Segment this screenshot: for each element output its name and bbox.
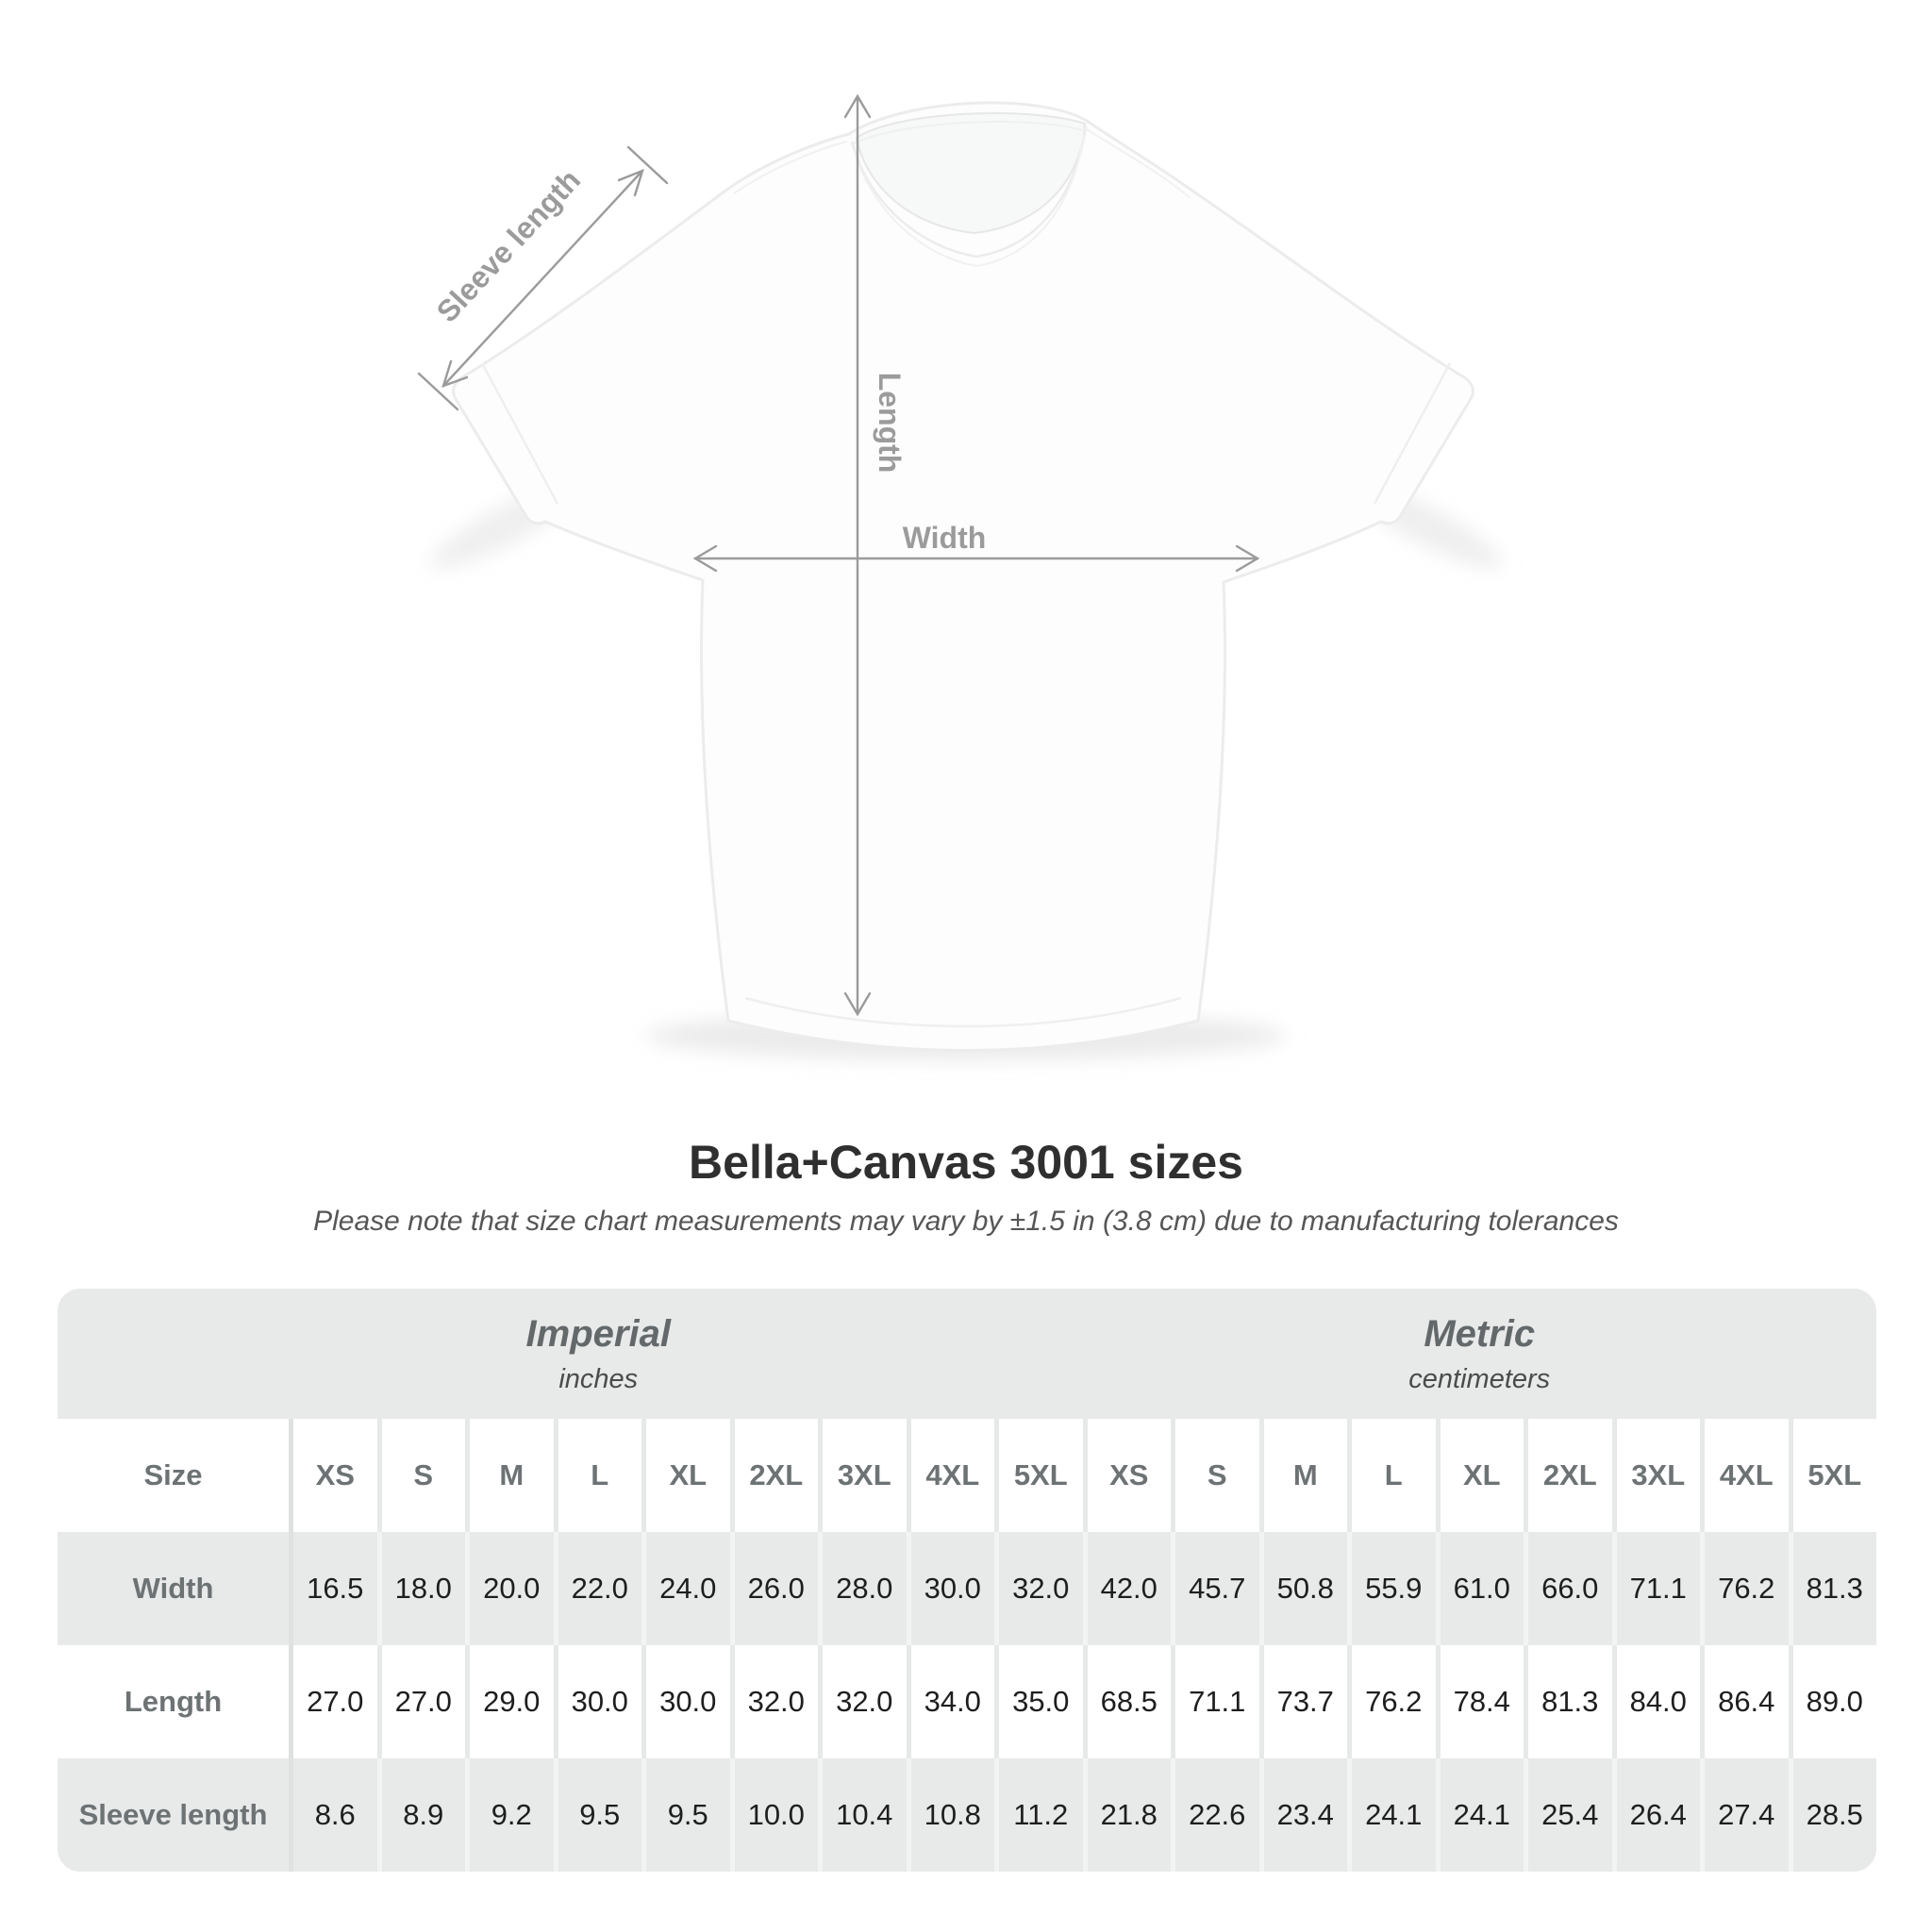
cell-width-metric-3xl: 71.1 — [1611, 1532, 1700, 1645]
cell-length-metric-2xl: 81.3 — [1524, 1645, 1612, 1758]
cell-width-imperial-xs: 16.5 — [289, 1532, 377, 1645]
cell-width-imperial-2xl: 26.0 — [729, 1532, 818, 1645]
cell-width-imperial-xl: 24.0 — [641, 1532, 730, 1645]
unit-group-metric-name: Metric — [1424, 1312, 1536, 1355]
column-header-imperial-xl: XL — [641, 1419, 730, 1532]
cell-length-imperial-l: 30.0 — [553, 1645, 642, 1758]
cell-sleeve-length-metric-3xl: 26.4 — [1611, 1758, 1700, 1872]
cell-length-imperial-3xl: 32.0 — [818, 1645, 907, 1758]
column-header-metric-l: L — [1347, 1419, 1436, 1532]
cell-sleeve-length-metric-m: 23.4 — [1258, 1758, 1347, 1872]
row-label-sleeve-length: Sleeve length — [58, 1758, 289, 1872]
column-header-metric-m: M — [1258, 1419, 1348, 1532]
cell-width-metric-xs: 42.0 — [1082, 1532, 1171, 1645]
column-header-metric-3xl: 3XL — [1611, 1419, 1701, 1532]
size-table: Imperial inches Metric centimeters Size X… — [58, 1289, 1876, 1872]
cell-width-metric-5xl: 81.3 — [1788, 1532, 1876, 1645]
column-header-imperial-3xl: 3XL — [818, 1419, 907, 1532]
column-header-imperial-m: M — [465, 1419, 554, 1532]
cell-width-imperial-s: 18.0 — [376, 1532, 465, 1645]
unit-group-imperial-name: Imperial — [525, 1312, 671, 1355]
column-header-imperial-s: S — [376, 1419, 466, 1532]
row-label-length: Length — [124, 1685, 223, 1718]
cell-sleeve-length-imperial-2xl: 10.0 — [729, 1758, 818, 1872]
cell-length-metric-xl: 78.4 — [1435, 1645, 1524, 1758]
sleeve-length-label: Sleeve length — [430, 163, 588, 329]
unit-group-imperial-unit: inches — [558, 1363, 639, 1394]
cell-length-imperial-s: 27.0 — [376, 1645, 466, 1758]
cell-sleeve-length-imperial-5xl: 11.2 — [994, 1758, 1083, 1872]
cell-sleeve-length-imperial-xl: 9.5 — [641, 1758, 730, 1872]
cell-sleeve-length-imperial-4xl: 10.8 — [906, 1758, 994, 1872]
cell-sleeve-length-metric-4xl: 27.4 — [1700, 1758, 1789, 1872]
column-header-metric-5xl: 5XL — [1788, 1419, 1877, 1532]
cell-length-imperial-2xl: 32.0 — [729, 1645, 819, 1758]
cell-sleeve-length-imperial-s: 8.9 — [376, 1758, 465, 1872]
size-table-grid: Imperial inches Metric centimeters Size X… — [58, 1289, 1876, 1872]
cell-sleeve-length-imperial-m: 9.2 — [465, 1758, 554, 1872]
cell-width-metric-2xl: 66.0 — [1524, 1532, 1612, 1645]
column-header-imperial-2xl: 2XL — [729, 1419, 819, 1532]
unit-group-metric-unit: centimeters — [1408, 1363, 1551, 1394]
column-header-metric-xl: XL — [1435, 1419, 1524, 1532]
cell-sleeve-length-imperial-l: 9.5 — [553, 1758, 641, 1872]
cell-sleeve-length-metric-xl: 24.1 — [1435, 1758, 1524, 1872]
cell-length-imperial-xl: 30.0 — [641, 1645, 730, 1758]
cell-length-metric-xs: 68.5 — [1082, 1645, 1172, 1758]
column-header-imperial-4xl: 4XL — [906, 1419, 995, 1532]
cell-length-metric-3xl: 84.0 — [1611, 1645, 1701, 1758]
cell-length-imperial-4xl: 34.0 — [906, 1645, 995, 1758]
cell-width-imperial-4xl: 30.0 — [906, 1532, 994, 1645]
cell-width-metric-m: 50.8 — [1258, 1532, 1347, 1645]
column-header-metric-2xl: 2XL — [1524, 1419, 1612, 1532]
cell-length-metric-4xl: 86.4 — [1700, 1645, 1789, 1758]
cell-sleeve-length-imperial-3xl: 10.4 — [818, 1758, 907, 1872]
tshirt-body — [452, 101, 1474, 1052]
cell-sleeve-length-metric-5xl: 28.5 — [1788, 1758, 1876, 1872]
column-header-imperial-l: L — [553, 1419, 642, 1532]
column-header-metric-4xl: 4XL — [1700, 1419, 1789, 1532]
unit-group-imperial: Imperial inches — [58, 1289, 1083, 1419]
cell-length-imperial-5xl: 35.0 — [994, 1645, 1083, 1758]
cell-width-imperial-m: 20.0 — [465, 1532, 554, 1645]
cell-length-imperial-m: 29.0 — [465, 1645, 554, 1758]
column-header-size: Size — [143, 1458, 203, 1491]
cell-length-imperial-xs: 27.0 — [289, 1645, 377, 1758]
cell-length-metric-m: 73.7 — [1258, 1645, 1348, 1758]
cell-width-metric-xl: 61.0 — [1435, 1532, 1524, 1645]
cell-length-metric-l: 76.2 — [1347, 1645, 1436, 1758]
width-label: Width — [903, 521, 987, 555]
cell-sleeve-length-metric-l: 24.1 — [1347, 1758, 1436, 1872]
width-arrow — [692, 544, 1260, 573]
column-header-imperial-5xl: 5XL — [994, 1419, 1083, 1532]
cell-sleeve-length-metric-2xl: 25.4 — [1524, 1758, 1612, 1872]
cell-width-imperial-5xl: 32.0 — [994, 1532, 1083, 1645]
tshirt-neck-opening — [855, 112, 1087, 235]
cell-width-metric-l: 55.9 — [1347, 1532, 1436, 1645]
tshirt-seams — [480, 121, 1452, 1028]
cell-sleeve-length-metric-xs: 21.8 — [1082, 1758, 1171, 1872]
length-label: Length — [873, 373, 907, 474]
cell-sleeve-length-imperial-xs: 8.6 — [289, 1758, 377, 1872]
column-header-metric-s: S — [1171, 1419, 1259, 1532]
cell-width-metric-4xl: 76.2 — [1700, 1532, 1789, 1645]
cell-width-metric-s: 45.7 — [1171, 1532, 1259, 1645]
cell-width-imperial-l: 22.0 — [553, 1532, 641, 1645]
length-arrow — [843, 93, 872, 1017]
sleeve-length-arrow — [417, 145, 669, 411]
cell-length-metric-5xl: 89.0 — [1788, 1645, 1877, 1758]
page-title: Bella+Canvas 3001 sizes — [689, 1136, 1243, 1189]
tolerance-note: Please note that size chart measurements… — [313, 1206, 1619, 1237]
cell-length-metric-s: 71.1 — [1171, 1645, 1259, 1758]
row-label-width: Width — [58, 1532, 289, 1645]
tshirt-measurement-diagram: Width Length Sleeve length — [417, 93, 1503, 1060]
column-header-metric-xs: XS — [1082, 1419, 1172, 1532]
cell-width-imperial-3xl: 28.0 — [818, 1532, 907, 1645]
column-header-imperial-xs: XS — [289, 1419, 377, 1532]
unit-group-metric: Metric centimeters — [1082, 1289, 1876, 1419]
cell-sleeve-length-metric-s: 22.6 — [1171, 1758, 1259, 1872]
